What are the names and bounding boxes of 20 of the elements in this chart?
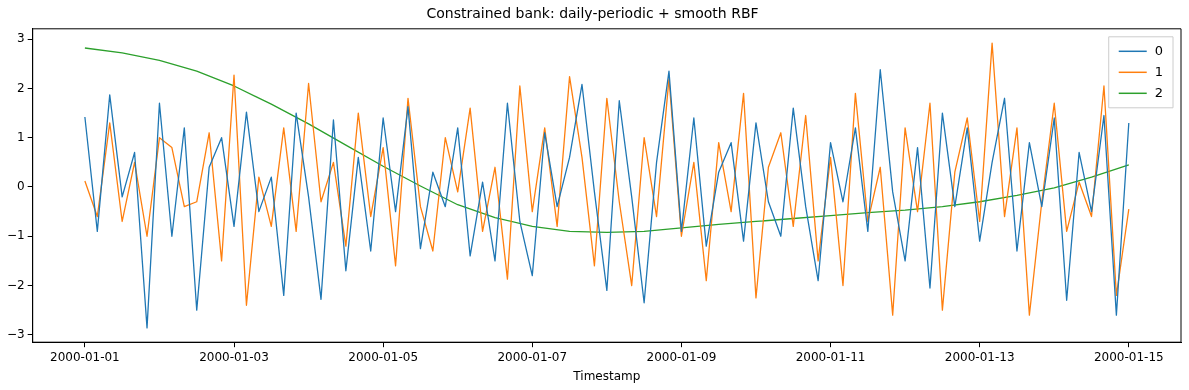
legend-label: 1: [1154, 63, 1164, 79]
y-tick-label: 0: [17, 179, 25, 194]
legend-label: 2: [1154, 84, 1164, 100]
y-tick-label: 1: [17, 129, 25, 144]
x-tick-label: 2000-01-15: [1093, 349, 1164, 364]
y-tick-label: −1: [6, 228, 25, 243]
y-tick-label: −2: [6, 277, 25, 292]
y-tick-label: 2: [17, 80, 25, 95]
x-tick-label: 2000-01-03: [199, 349, 269, 364]
chart-title: Constrained bank: daily-periodic + smooth RBF: [426, 5, 759, 22]
x-tick-label: 2000-01-13: [944, 349, 1015, 364]
x-tick-label: 2000-01-07: [497, 349, 568, 364]
x-tick-label: 2000-01-01: [50, 349, 120, 364]
x-axis-title: Timestamp: [572, 368, 641, 383]
y-tick-label: −3: [6, 326, 25, 341]
legend-label: 0: [1154, 42, 1164, 58]
x-tick-label: 2000-01-11: [795, 349, 866, 364]
x-tick-label: 2000-01-09: [646, 349, 717, 364]
x-tick-label: 2000-01-05: [348, 349, 419, 364]
y-tick-label: 3: [17, 31, 25, 46]
